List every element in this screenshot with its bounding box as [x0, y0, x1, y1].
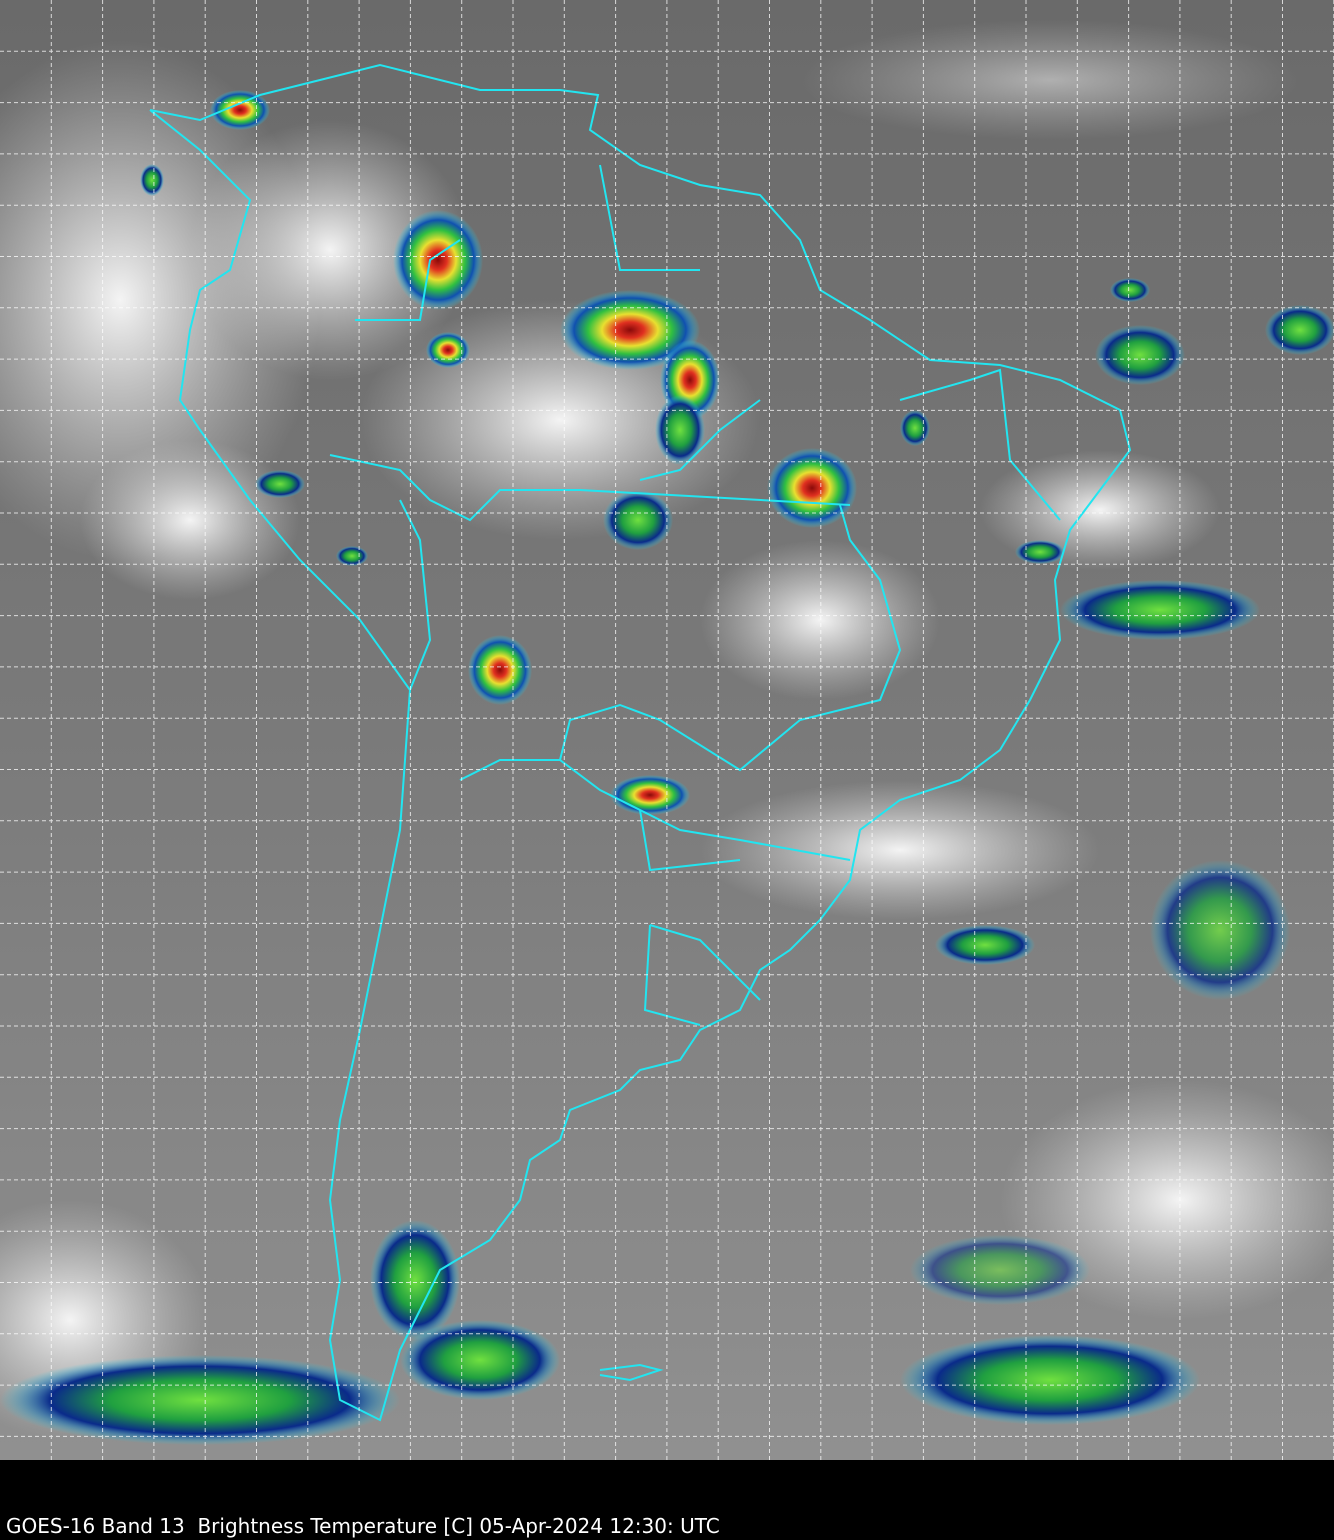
satellite-image — [0, 0, 1334, 1460]
image-caption: GOES-16 Band 13 Brightness Temperature [… — [6, 1514, 720, 1538]
coastline-borders — [149, 63, 1132, 1422]
lat-lon-grid — [0, 0, 1334, 1460]
